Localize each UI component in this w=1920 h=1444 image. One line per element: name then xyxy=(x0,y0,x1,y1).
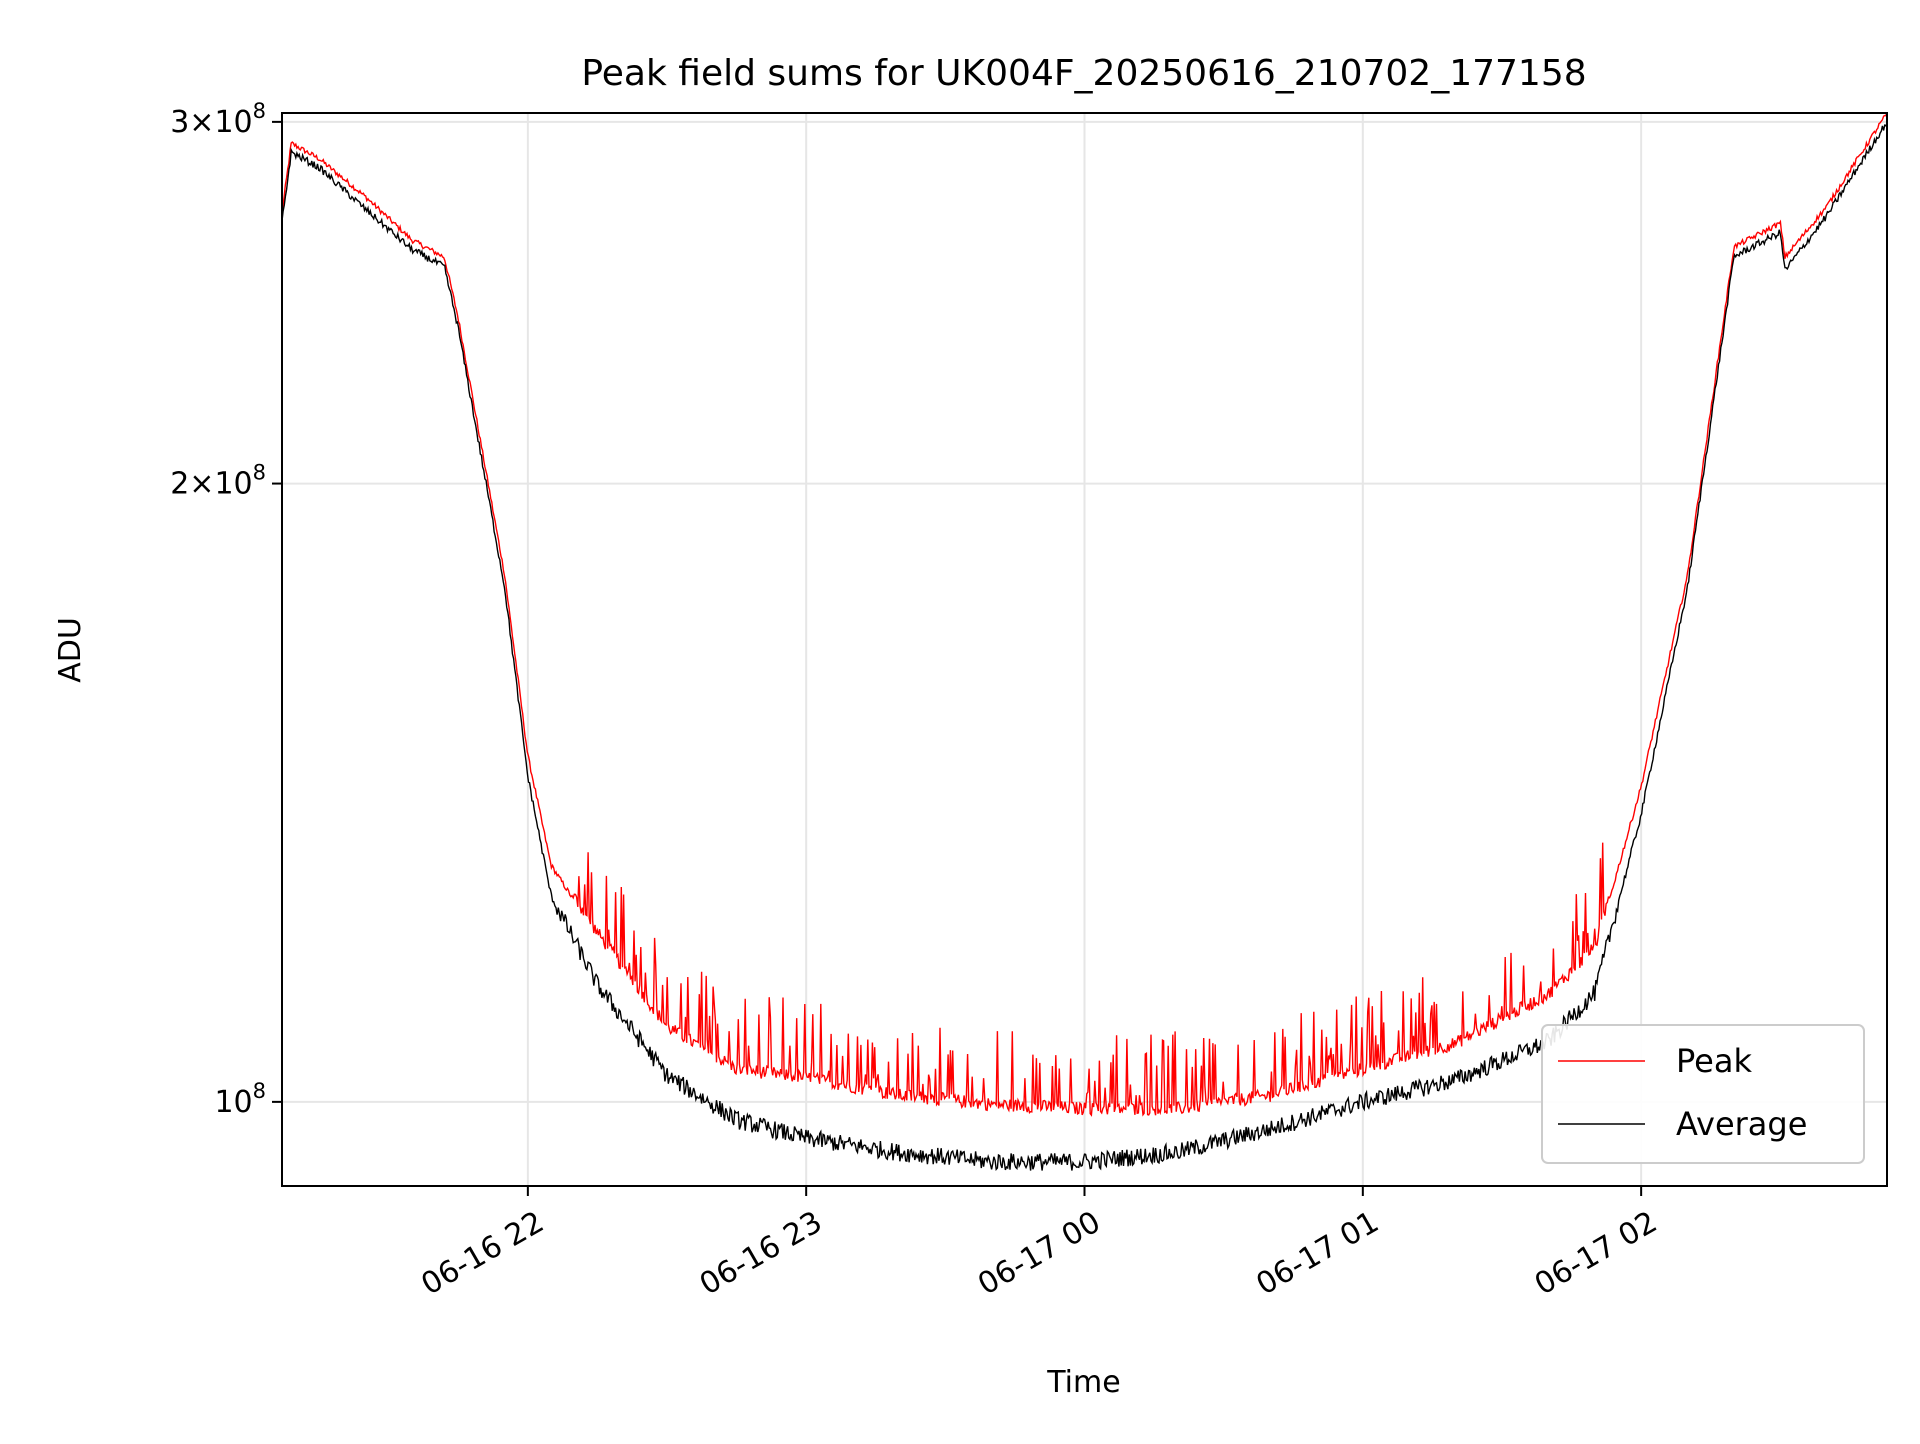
series-line-peak xyxy=(282,113,1887,1117)
y-tick-label: 2×108 xyxy=(170,461,266,502)
legend-label-average: Average xyxy=(1676,1105,1807,1143)
legend-label-peak: Peak xyxy=(1676,1042,1752,1080)
y-axis-label: ADU xyxy=(53,617,88,683)
x-axis-label: Time xyxy=(1046,1365,1120,1400)
y-tick-label: 108 xyxy=(214,1079,266,1120)
y-axis: 3×108 2×108 108 xyxy=(170,99,282,1120)
y-tick-label: 3×108 xyxy=(170,99,266,140)
series-layer xyxy=(282,113,1887,1172)
series-line-average xyxy=(282,122,1887,1172)
grid xyxy=(282,113,1887,1186)
legend: Peak Average xyxy=(1541,1024,1865,1164)
chart-title: Peak field sums for UK004F_20250616_2107… xyxy=(581,53,1586,94)
legend-box xyxy=(1541,1024,1865,1164)
